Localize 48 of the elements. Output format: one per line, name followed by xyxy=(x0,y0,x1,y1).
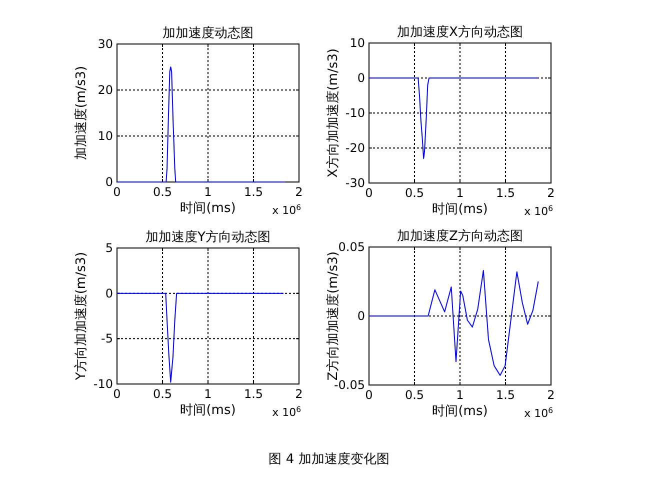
x-axis-title: 时间(ms) xyxy=(432,202,488,217)
x-axis-title: 时间(ms) xyxy=(180,403,236,418)
y-axis-title: Y方向加加速度(m/s3) xyxy=(73,252,89,382)
x-tick-label: 1 xyxy=(456,186,464,200)
y-tick-label: 0 xyxy=(357,71,365,85)
x-tick-label: 1 xyxy=(456,388,464,402)
y-tick-label: 30 xyxy=(98,37,113,51)
x-tick-label: 1 xyxy=(204,185,212,199)
x-tick-label: 2 xyxy=(547,186,555,200)
x-tick-label: 1.5 xyxy=(496,388,516,402)
y-tick-label: -5 xyxy=(101,332,113,346)
chart-title: 加加速度Y方向动态图 xyxy=(146,229,270,245)
chart-title: 加加速度Z方向动态图 xyxy=(397,228,523,244)
chart-title: 加加速度X方向动态图 xyxy=(397,24,523,40)
y-tick-label: 10 xyxy=(350,36,365,50)
text: x 10$^{6}$ xyxy=(272,404,302,419)
text: x 10$^{6}$ xyxy=(272,202,302,217)
y-tick-label: 5 xyxy=(105,241,113,255)
y-tick-label: 0 xyxy=(105,286,113,300)
y-tick-label: -10 xyxy=(93,377,113,391)
y-tick-label: 0 xyxy=(105,175,113,189)
x-tick-label: 2 xyxy=(295,387,303,401)
text: x 10$^{6}$ xyxy=(524,204,554,218)
y-tick-label: -10 xyxy=(345,106,365,120)
y-axis-title: X方向加加速度(m/s3) xyxy=(325,48,341,178)
x-axis-title: 时间(ms) xyxy=(180,201,236,216)
y-tick-label: 0.05 xyxy=(338,240,365,254)
y-axis-title: Z方向加加速度(m/s3) xyxy=(325,251,341,381)
x-tick-label: 2 xyxy=(547,388,555,402)
x-axis-title: 时间(ms) xyxy=(432,404,488,419)
x-tick-label: 2 xyxy=(295,185,303,199)
y-tick-label: -30 xyxy=(345,176,365,190)
y-axis-title: 加加速度(m/s3) xyxy=(73,66,89,160)
y-tick-label: -20 xyxy=(345,141,365,155)
x-tick-label: 1 xyxy=(204,387,212,401)
y-tick-label: 10 xyxy=(98,129,113,143)
chart-title: 加加速度动态图 xyxy=(162,25,254,41)
y-tick-label: 20 xyxy=(98,83,113,97)
x-tick-label: 1.5 xyxy=(244,387,264,401)
x-tick-label: 0.5 xyxy=(152,185,172,199)
caption: 图 4 加加速度变化图 xyxy=(268,451,390,467)
x-tick-label: 0.5 xyxy=(404,186,424,200)
y-tick-label: 0 xyxy=(357,309,365,323)
x-tick-label: 0.5 xyxy=(404,388,424,402)
x-tick-label: 1.5 xyxy=(244,185,264,199)
x-tick-label: 1.5 xyxy=(496,186,516,200)
text: x 10$^{6}$ xyxy=(524,406,554,420)
x-tick-label: 0.5 xyxy=(152,387,172,401)
